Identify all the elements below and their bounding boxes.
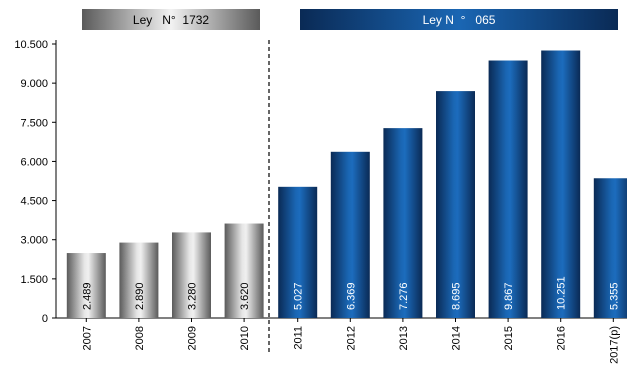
bar-value-label: 6.369 — [345, 282, 357, 310]
x-tick-label: 2011 — [293, 326, 305, 350]
bar-2008 — [119, 242, 159, 318]
x-tick-label: 2017(p) — [608, 326, 620, 364]
bar-2015 — [488, 60, 528, 319]
x-tick-label: 2010 — [239, 326, 251, 350]
y-tick-label: 7.500 — [20, 117, 48, 129]
x-axis-ticks: 2007 2008 2009 2010 2011 2012 2013 2014 2015 2016… — [81, 318, 620, 364]
bars: 2.489 2.890 3.280 3.620 5.027 6.369 7.276 8.695… — [66, 50, 627, 319]
x-tick-label: 2007 — [81, 326, 93, 350]
bar-2007 — [66, 253, 106, 318]
bar-2016 — [541, 50, 581, 319]
x-tick-label: 2015 — [503, 326, 515, 350]
bar-value-label: 9.867 — [503, 282, 515, 310]
bar-value-label: 5.355 — [608, 282, 620, 310]
x-tick-label: 2008 — [134, 326, 146, 350]
bar-2014 — [436, 91, 475, 319]
x-tick-label: 2016 — [556, 326, 568, 350]
bar-2009 — [172, 232, 211, 318]
y-tick-label: 10.500 — [14, 39, 48, 51]
bar-2013 — [383, 128, 423, 318]
y-tick-label: 9.000 — [20, 78, 48, 90]
bar-value-label: 8.695 — [451, 282, 463, 310]
group-banners: Ley N° 1732 Ley N ° 065 — [82, 9, 618, 30]
banner-ley-1732-label: Ley N° 1732 — [133, 13, 210, 27]
y-tick-label: 4.500 — [20, 196, 48, 208]
bar-2010 — [224, 223, 264, 318]
bar-2017(p) — [593, 178, 627, 318]
banner-ley-065 — [300, 9, 618, 30]
y-tick-label: 0 — [42, 313, 48, 325]
bar-value-label: 2.489 — [81, 282, 93, 310]
banner-ley-1732 — [82, 9, 260, 30]
bar-2012 — [330, 151, 370, 318]
bar-value-label: 3.620 — [239, 282, 251, 310]
bar-value-label: 10.251 — [556, 276, 568, 310]
bar-value-label: 3.280 — [187, 282, 199, 310]
x-tick-label: 2014 — [451, 326, 463, 350]
x-tick-label: 2009 — [187, 326, 199, 350]
y-axis-ticks: 0 1.500 3.000 4.500 6.000 7.500 9.000 10.500 — [14, 39, 56, 325]
banner-ley-065-label: Ley N ° 065 — [423, 13, 496, 27]
bar-value-label: 5.027 — [293, 282, 305, 310]
y-tick-label: 1.500 — [20, 274, 48, 286]
x-tick-label: 2012 — [345, 326, 357, 350]
x-tick-label: 2013 — [398, 326, 410, 350]
bar-value-label: 7.276 — [398, 282, 410, 310]
bar-value-label: 2.890 — [134, 282, 146, 310]
y-tick-label: 3.000 — [20, 235, 48, 247]
y-tick-label: 6.000 — [20, 156, 48, 168]
bar-2011 — [278, 186, 318, 318]
